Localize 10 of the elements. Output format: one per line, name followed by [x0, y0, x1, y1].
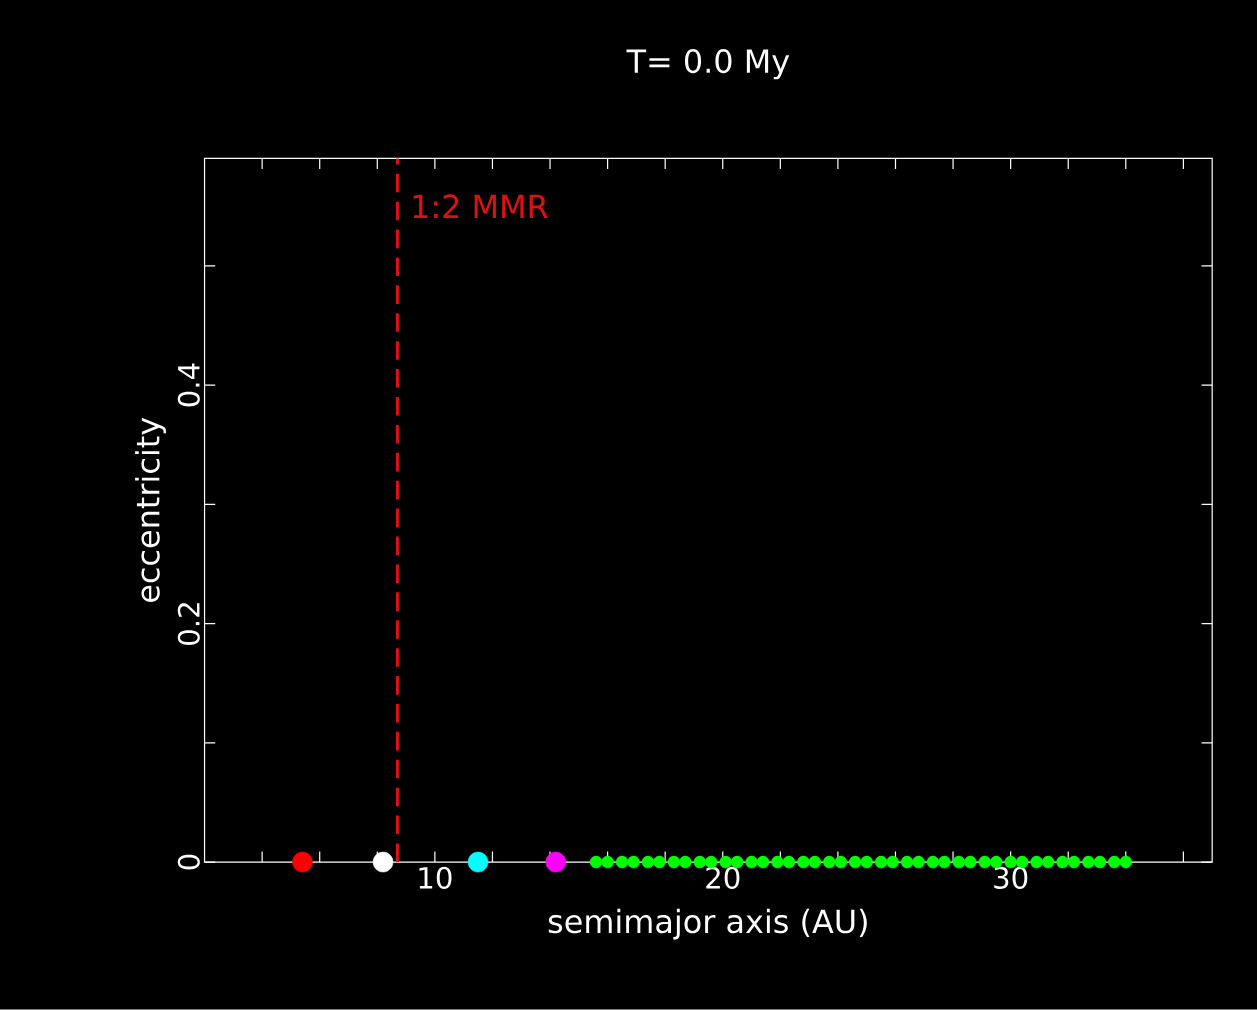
annotation: 1:2 MMR	[413, 194, 548, 219]
y-tick-label: 0	[177, 854, 200, 870]
y-tick-label: 0.4	[177, 363, 200, 407]
x-axis-title: semimajor axis (AU)	[548, 908, 867, 940]
x-tick-label: 30	[994, 866, 1028, 890]
x-tick-label: 10	[419, 866, 452, 890]
y-tick-label: 0.2	[177, 603, 200, 646]
y-axis-title: eccentricity	[135, 418, 166, 603]
chart-title: T= 0.0 My	[626, 49, 790, 80]
x-tick-label: 20	[706, 866, 740, 890]
